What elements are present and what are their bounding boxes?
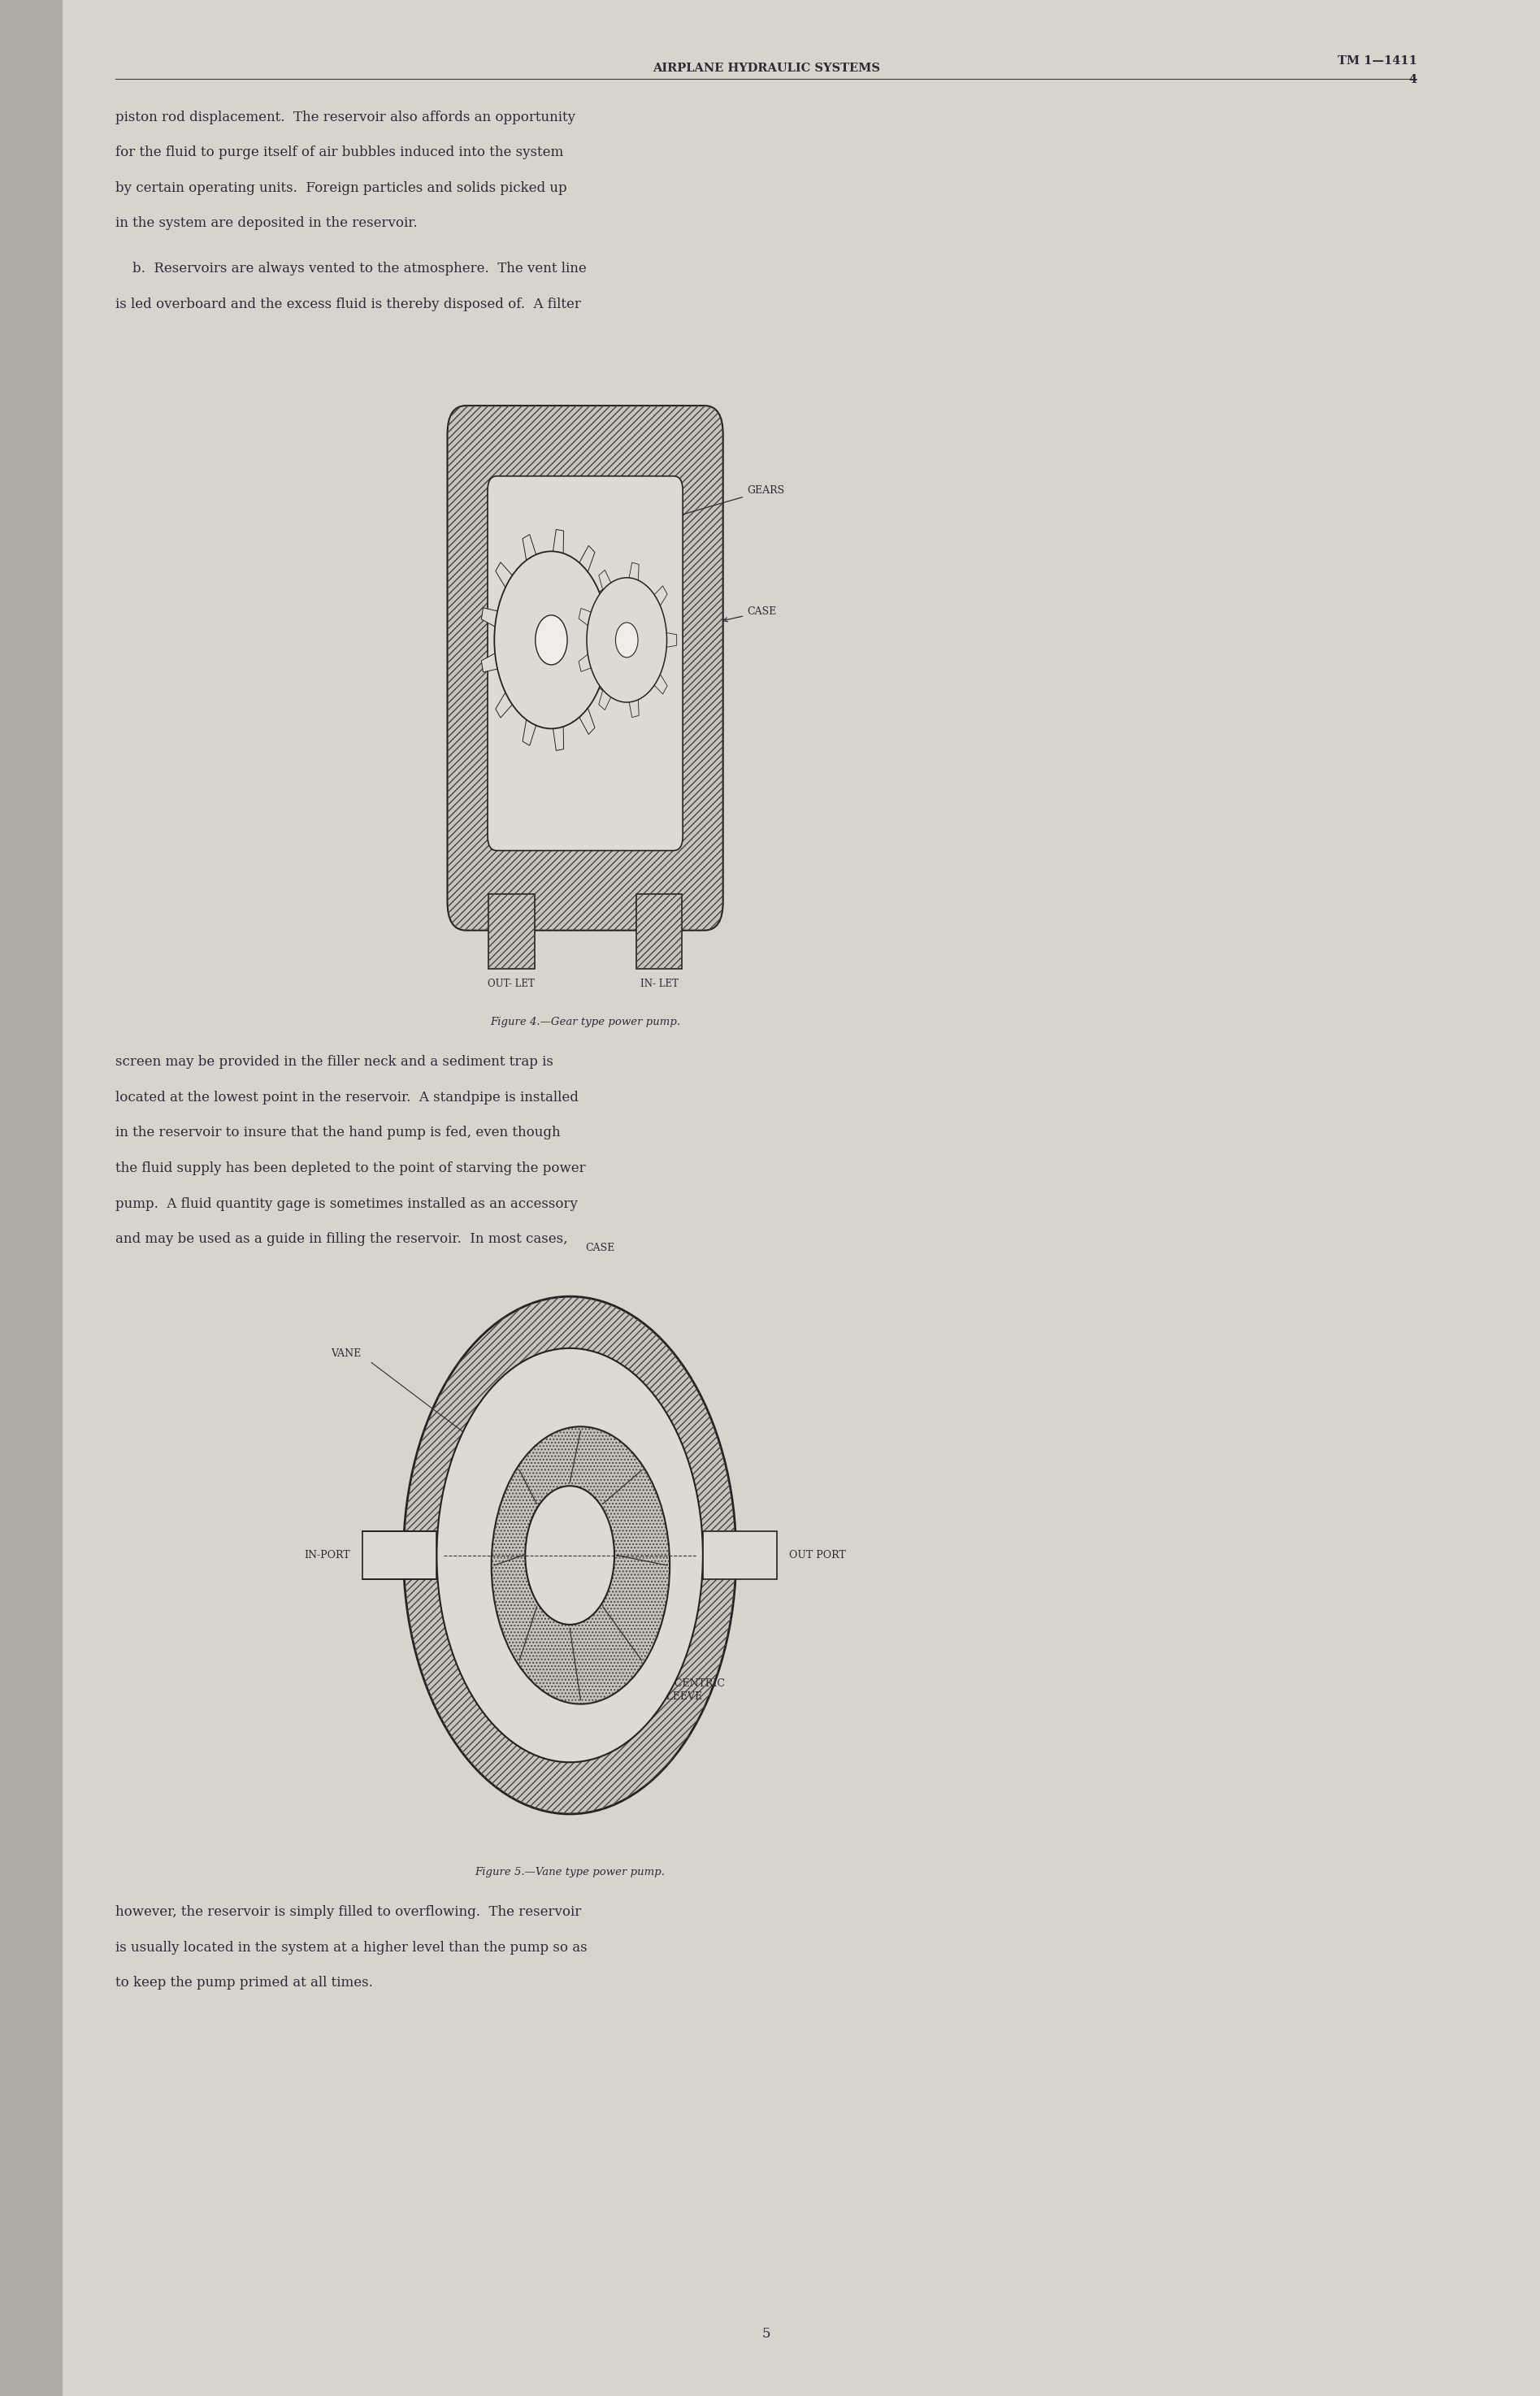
Polygon shape (627, 688, 639, 716)
Polygon shape (599, 678, 616, 709)
Polygon shape (647, 587, 667, 616)
Polygon shape (658, 630, 676, 649)
Polygon shape (496, 563, 521, 599)
Polygon shape (590, 582, 616, 616)
Polygon shape (551, 709, 564, 750)
Text: for the fluid to purge itself of air bubbles induced into the system: for the fluid to purge itself of air bub… (116, 146, 564, 161)
Text: is usually located in the system at a higher level than the pump so as: is usually located in the system at a hi… (116, 1941, 587, 1955)
Bar (636, 894, 682, 968)
FancyBboxPatch shape (488, 477, 682, 851)
Bar (702, 1531, 776, 1579)
Text: piston rod displacement.  The reservoir also affords an opportunity: piston rod displacement. The reservoir a… (116, 110, 576, 125)
Circle shape (616, 623, 638, 657)
Polygon shape (647, 666, 667, 695)
Text: to keep the pump primed at all times.: to keep the pump primed at all times. (116, 1977, 373, 1989)
Text: is led overboard and the excess fluid is thereby disposed of.  A filter: is led overboard and the excess fluid is… (116, 297, 581, 311)
Polygon shape (573, 546, 594, 587)
Polygon shape (551, 530, 564, 570)
Text: CASE: CASE (724, 606, 776, 621)
Polygon shape (522, 704, 541, 745)
Text: 4: 4 (1409, 74, 1417, 86)
Text: IN-PORT: IN-PORT (305, 1550, 351, 1560)
Text: 5: 5 (762, 2327, 770, 2341)
Polygon shape (627, 563, 639, 594)
Polygon shape (579, 649, 599, 671)
Text: in the system are deposited in the reservoir.: in the system are deposited in the reser… (116, 216, 417, 230)
Text: AIRPLANE HYDRAULIC SYSTEMS: AIRPLANE HYDRAULIC SYSTEMS (653, 62, 879, 74)
Text: ROTOR: ROTOR (631, 1421, 670, 1430)
Text: OUT- LET: OUT- LET (488, 978, 534, 990)
Text: screen may be provided in the filler neck and a sediment trap is: screen may be provided in the filler nec… (116, 1054, 553, 1069)
Text: ECCENTRIC
SLEEVE: ECCENTRIC SLEEVE (659, 1677, 725, 1701)
Bar (0, 0, 62, 2396)
Text: CASE: CASE (585, 1244, 614, 1253)
Polygon shape (573, 695, 594, 736)
Text: GEARS: GEARS (588, 484, 784, 541)
Polygon shape (590, 666, 616, 697)
Text: the fluid supply has been depleted to the point of starving the power: the fluid supply has been depleted to th… (116, 1162, 585, 1174)
FancyBboxPatch shape (447, 405, 724, 930)
Circle shape (587, 577, 667, 702)
Polygon shape (522, 534, 541, 575)
Polygon shape (496, 680, 521, 719)
Bar (488, 894, 534, 968)
Text: pump.  A fluid quantity gage is sometimes installed as an accessory: pump. A fluid quantity gage is sometimes… (116, 1198, 578, 1210)
Polygon shape (579, 609, 599, 630)
Text: located at the lowest point in the reservoir.  A standpipe is installed: located at the lowest point in the reser… (116, 1090, 579, 1105)
Text: by certain operating units.  Foreign particles and solids picked up: by certain operating units. Foreign part… (116, 182, 567, 194)
Text: Figure 4.—Gear type power pump.: Figure 4.—Gear type power pump. (490, 1016, 681, 1028)
Polygon shape (482, 609, 508, 633)
Bar (488, 894, 534, 968)
Text: VANE: VANE (331, 1349, 362, 1359)
Text: IN- LET: IN- LET (641, 978, 678, 990)
Text: and may be used as a guide in filling the reservoir.  In most cases,: and may be used as a guide in filling th… (116, 1232, 568, 1246)
Text: in the reservoir to insure that the hand pump is fed, even though: in the reservoir to insure that the hand… (116, 1126, 561, 1140)
Text: however, the reservoir is simply filled to overflowing.  The reservoir: however, the reservoir is simply filled … (116, 1905, 582, 1919)
Circle shape (403, 1296, 736, 1814)
Polygon shape (598, 630, 622, 649)
Bar (363, 1531, 437, 1579)
Bar (636, 894, 682, 968)
Circle shape (491, 1426, 670, 1704)
Text: TM 1—1411: TM 1—1411 (1337, 55, 1417, 67)
Circle shape (494, 551, 608, 728)
Text: OUT PORT: OUT PORT (788, 1550, 845, 1560)
Circle shape (536, 616, 567, 664)
Circle shape (437, 1349, 702, 1763)
Text: Figure 5.—Vane type power pump.: Figure 5.—Vane type power pump. (474, 1866, 665, 1878)
Circle shape (525, 1486, 614, 1624)
Polygon shape (482, 647, 508, 673)
Text: b.  Reservoirs are always vented to the atmosphere.  The vent line: b. Reservoirs are always vented to the a… (116, 261, 587, 276)
Polygon shape (599, 570, 616, 601)
